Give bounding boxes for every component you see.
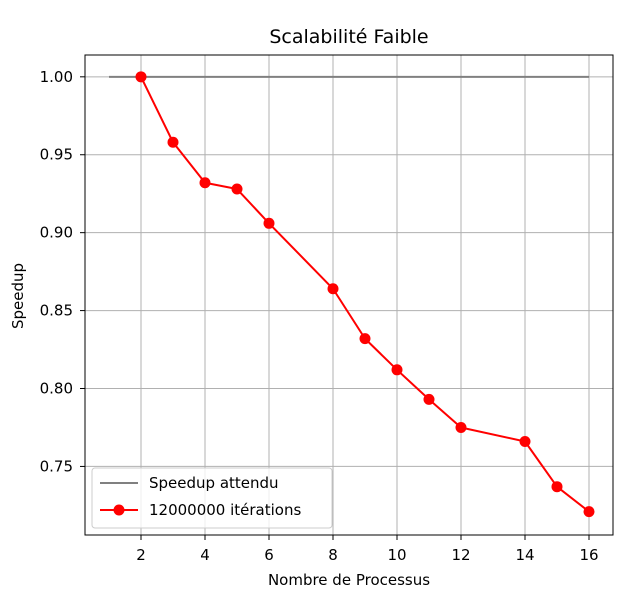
grid xyxy=(85,55,613,535)
x-axis: 2 4 6 8 10 12 14 16 xyxy=(136,535,599,564)
data-point xyxy=(519,435,531,447)
y-axis: 0.75 0.80 0.85 0.90 0.95 1.00 xyxy=(40,68,85,475)
x-tick-label: 10 xyxy=(387,546,406,564)
y-tick-label: 1.00 xyxy=(40,68,73,86)
data-point xyxy=(167,136,179,148)
data-point xyxy=(263,217,275,229)
plot-frame xyxy=(84,54,614,536)
data-point xyxy=(583,506,595,518)
data-point xyxy=(455,421,467,433)
x-tick-label: 6 xyxy=(264,546,274,564)
chart-title: Scalabilité Faible xyxy=(269,26,428,48)
series-line-1 xyxy=(140,76,590,513)
x-axis-label: Nombre de Processus xyxy=(268,571,430,589)
data-point xyxy=(327,283,339,295)
y-tick-label: 0.85 xyxy=(40,302,73,320)
data-point xyxy=(359,333,371,345)
legend-box xyxy=(91,467,333,529)
y-axis-label: Speedup xyxy=(9,263,27,329)
data-point xyxy=(551,481,563,493)
y-tick-label: 0.90 xyxy=(40,224,73,242)
x-tick-label: 12 xyxy=(451,546,470,564)
legend-label-iterations: 12000000 itérations xyxy=(149,501,301,519)
y-tick-label: 0.80 xyxy=(40,380,73,398)
x-tick-label: 14 xyxy=(515,546,534,564)
legend-marker-iterations xyxy=(113,504,125,516)
legend: Speedup attendu 12000000 itérations xyxy=(91,467,333,529)
y-tick-label: 0.75 xyxy=(40,457,73,475)
data-point xyxy=(423,393,435,405)
x-tick-label: 8 xyxy=(328,546,338,564)
y-tick-label: 0.95 xyxy=(40,146,73,164)
x-tick-label: 16 xyxy=(579,546,598,564)
data-point xyxy=(135,71,147,83)
legend-label-speedup-attendu: Speedup attendu xyxy=(149,474,279,492)
x-tick-label: 4 xyxy=(200,546,210,564)
plot-series xyxy=(109,71,595,518)
data-point xyxy=(199,177,211,189)
data-point xyxy=(391,364,403,376)
data-point xyxy=(231,183,243,195)
x-tick-label: 2 xyxy=(136,546,146,564)
